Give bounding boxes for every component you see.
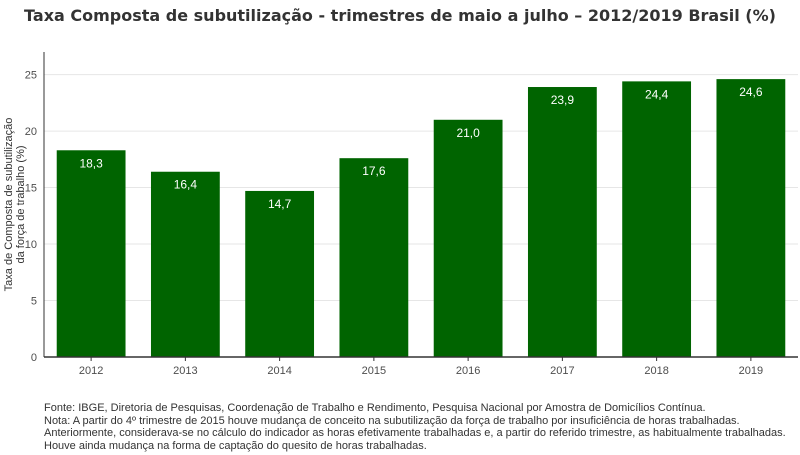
y-axis-title: Taxa de Composta de subutilização bbox=[3, 118, 15, 292]
bar-value-label: 24,4 bbox=[645, 87, 669, 101]
bar-value-label: 18,3 bbox=[79, 156, 103, 170]
bar-value-label: 16,4 bbox=[174, 178, 198, 192]
footnotes: Fonte: IBGE, Diretoria de Pesquisas, Coo… bbox=[44, 402, 794, 452]
bar bbox=[622, 81, 692, 358]
bar bbox=[245, 190, 315, 357]
x-tick-label: 2018 bbox=[644, 365, 668, 377]
x-tick-label: 2012 bbox=[79, 365, 103, 377]
bar-value-label: 23,9 bbox=[551, 93, 575, 107]
bar-value-label: 21,0 bbox=[456, 126, 480, 140]
bar-value-label: 24,6 bbox=[739, 85, 763, 99]
chart-title: Taxa Composta de subutilização - trimest… bbox=[24, 6, 776, 25]
bar-chart: 0 5 10 15 20 25 18,3 2012 16,4 2013 14,7 2014 17,6 20… bbox=[3, 52, 798, 377]
y-tick-label: 15 bbox=[25, 183, 37, 195]
y-tick-label: 0 bbox=[31, 352, 37, 364]
x-tick-label: 2016 bbox=[456, 365, 480, 377]
bar-value-label: 17,6 bbox=[362, 164, 386, 178]
bar bbox=[433, 119, 503, 358]
bar bbox=[716, 79, 786, 357]
x-tick-label: 2017 bbox=[550, 365, 574, 377]
x-tick-label: 2013 bbox=[173, 365, 197, 377]
y-tick-label: 25 bbox=[25, 70, 37, 82]
bar bbox=[56, 150, 126, 357]
x-tick-label: 2014 bbox=[267, 365, 291, 377]
footnote-note-continued: Anteriormente, considerava-se no cálculo… bbox=[44, 427, 786, 439]
bar bbox=[150, 171, 220, 357]
bar-value-label: 14,7 bbox=[268, 197, 292, 211]
y-tick-label: 5 bbox=[31, 296, 37, 308]
bar bbox=[339, 158, 409, 357]
y-axis-title: da força de trabalho (%) bbox=[15, 145, 27, 263]
footnote-note: Nota: A partir do 4º trimestre de 2015 h… bbox=[44, 414, 740, 427]
x-tick-label: 2015 bbox=[362, 365, 386, 377]
y-tick-label: 10 bbox=[25, 239, 37, 251]
y-tick-label: 20 bbox=[25, 126, 37, 138]
bar bbox=[527, 87, 597, 357]
footnote-note-end: Houve ainda mudança na forma de captação… bbox=[44, 439, 427, 452]
footnote-source: Fonte: IBGE, Diretoria de Pesquisas, Coo… bbox=[44, 402, 706, 414]
x-tick-label: 2019 bbox=[739, 365, 763, 377]
